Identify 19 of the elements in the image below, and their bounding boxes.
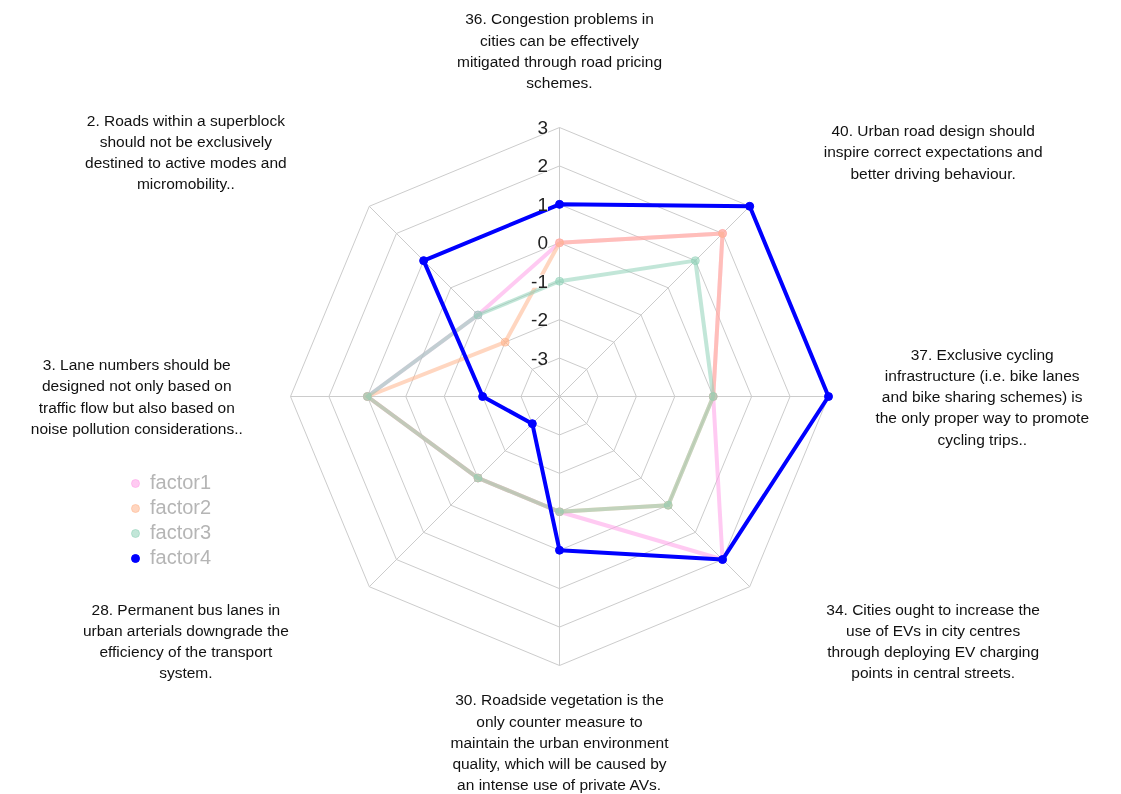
y-tick-label: -2 xyxy=(531,309,548,331)
legend-label: factor1 xyxy=(150,471,212,494)
spoke-label: 30. Roadside vegetation is the only counter measure to maintain the urban environment quality, which will be caused by an intense use of private AVs. xyxy=(450,691,670,794)
y-tick-label: 1 xyxy=(537,193,548,215)
spoke-label: 36. Congestion problems in cities can be effectively mitigated through road pricing schemes. xyxy=(456,10,663,92)
spoke-label: 34. Cities ought to increase the use of EVs in city centres through deploying EV charging points in central streets. xyxy=(826,600,1040,682)
legend-label: factor3 xyxy=(150,521,212,544)
spoke-label: 3. Lane numbers should be designed not only based on traffic flow but also based on noise pollution considerations.. xyxy=(30,356,243,437)
y-tick-label: 0 xyxy=(537,232,548,254)
y-tick-label: -1 xyxy=(531,270,548,292)
spoke-label: 37. Exclusive cycling infrastructure (i.e. bike lanes and bike sharing schemes) is the only proper way to promote cycling trips.. xyxy=(875,345,1090,448)
spoke-label: 28. Permanent bus lanes in urban arterials downgrade the efficiency of the transport system. xyxy=(82,600,289,682)
y-tick-label: -3 xyxy=(531,347,548,369)
legend-label: factor4 xyxy=(150,546,212,569)
y-tick-label: 3 xyxy=(537,117,548,138)
legend-label: factor2 xyxy=(150,496,212,519)
y-tick-label: 2 xyxy=(537,155,548,177)
spoke-label: 2. Roads within a superblock should not be exclusively destined to active modes and micromobility.. xyxy=(85,111,287,193)
spoke-label: 40. Urban road design should inspire correct expectations and better driving behaviour. xyxy=(823,122,1043,182)
